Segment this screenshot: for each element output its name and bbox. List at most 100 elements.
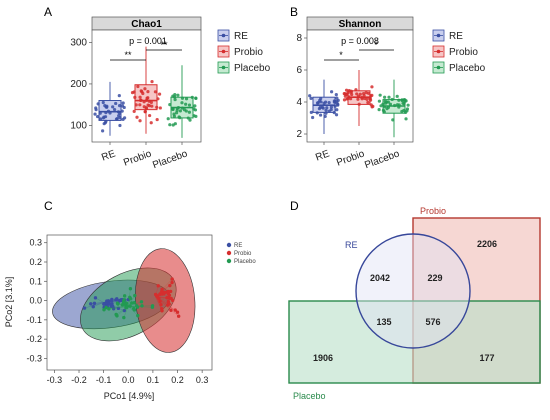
b-point-2-24 [383, 105, 387, 109]
b-point-0-8 [334, 113, 339, 117]
a-point-2-6 [168, 123, 172, 127]
chao1-sig-right: ** [160, 40, 168, 50]
pcoa-spoke-2-20 [106, 306, 129, 308]
venn-count-probio-only: 2206 [477, 239, 497, 249]
b-point-0-24 [332, 111, 336, 115]
a-point-2-32 [178, 116, 182, 120]
pcoa-point-0-31 [82, 306, 87, 310]
a-point-1-8 [133, 95, 137, 99]
pcoa-point-1-1 [170, 280, 174, 285]
b-point-1-16 [371, 104, 375, 108]
panel-label-a: A [44, 5, 52, 19]
a-point-1-15 [136, 84, 140, 89]
b-legend-key-dot-1 [436, 49, 441, 54]
pcoa-point-0-29 [111, 304, 115, 309]
pcoa-point-2-32 [120, 303, 125, 307]
venn-count-placebo-only: 1906 [313, 353, 333, 363]
a-point-0-25 [102, 122, 106, 126]
a-point-0-9 [101, 100, 105, 105]
chao1-title: Chao1 [131, 19, 162, 30]
a-point-2-28 [194, 114, 198, 119]
pcoa-point-1-10 [159, 303, 163, 307]
pcoa-point-1-30 [165, 296, 169, 300]
b-point-2-34 [386, 105, 391, 109]
pcoa-spoke-1-17 [155, 296, 163, 311]
pcoa-spoke-2-13 [128, 306, 153, 308]
pcoa-spoke-1-33 [155, 296, 169, 302]
a-point-2-36 [186, 116, 190, 120]
a-point-1-18 [140, 90, 144, 94]
a-point-2-16 [173, 97, 177, 102]
pcoa-point-2-17 [115, 301, 120, 305]
pcoa-y-axis-label: PCo2 [3.1%] [4, 277, 14, 328]
pcoa-legend-key-0 [226, 242, 232, 248]
pcoa-xtick-label-5: 0.2 [171, 375, 184, 385]
a-legend-label-2: Placebo [234, 63, 271, 74]
b-point-0-23 [335, 96, 339, 100]
a-point-0-26 [95, 114, 100, 119]
b-point-1-7 [367, 91, 371, 95]
venn-diagram: Probio RE Placebo 2042 2206 1906 229 135… [288, 206, 541, 401]
b-point-1-3 [370, 85, 374, 89]
pcoa-spoke-1-30 [155, 296, 168, 298]
b-point-1-32 [356, 97, 360, 101]
a-point-1-35 [142, 100, 146, 104]
a-point-1-36 [130, 91, 135, 95]
b-point-0-32 [336, 103, 340, 107]
b-point-0-38 [317, 107, 322, 111]
venn-label-placebo: Placebo [293, 391, 326, 401]
venn-count-re-probio: 229 [427, 273, 442, 283]
pcoa-point-1-17 [160, 309, 164, 313]
pcoa-xtick-label-2: -0.1 [96, 375, 112, 385]
pcoa-xtick-label-3: 0.0 [122, 375, 135, 385]
b-point-2-25 [400, 98, 404, 102]
a-point-1-7 [155, 105, 159, 109]
pcoa-point-0-28 [102, 302, 106, 306]
pcoa-x-axis-label: PCo1 [4.9%] [104, 391, 155, 401]
pcoa-xtick-label-6: 0.3 [196, 375, 209, 385]
chao1-significance: ** ** p = 0.001 [110, 36, 182, 61]
b-legend-key-dot-0 [436, 33, 441, 38]
a-point-0-28 [104, 119, 108, 123]
a-point-0-36 [120, 104, 125, 108]
pcoa-ytick-label-0: -0.3 [26, 353, 42, 363]
pcoa-point-1-5 [169, 308, 173, 312]
pcoa-plot: -0.3 -0.2 -0.1 0.0 0.1 0.2 0.3 -0.3 -0.2 -0.1 0.0… [4, 234, 256, 401]
b-point-0-11 [335, 108, 339, 112]
a-point-1-16 [142, 105, 146, 109]
shannon-sig-right: * [374, 40, 378, 50]
a-point-2-38 [172, 114, 176, 118]
b-legend-label-1: Probio [449, 47, 478, 58]
b-point-2-2 [390, 97, 394, 102]
b-point-1-6 [354, 88, 358, 92]
b-xtick-label-0: RE [314, 148, 331, 163]
b-point-2-27 [377, 99, 381, 103]
panel-label-d: D [290, 199, 299, 213]
b-point-1-25 [365, 97, 369, 101]
pcoa-point-2-25 [130, 301, 134, 305]
a-point-0-38 [121, 101, 125, 105]
pcoa-ytick-label-3: 0.0 [29, 296, 42, 306]
pcoa-spoke-2-12 [128, 306, 138, 316]
a-point-2-2 [168, 103, 172, 107]
panel-label-b: B [290, 5, 298, 19]
a-legend-key-dot-1 [221, 49, 226, 54]
a-legend-key-dot-0 [221, 33, 226, 38]
b-point-1-34 [349, 90, 353, 95]
pcoa-point-1-33 [166, 299, 171, 304]
b-point-0-39 [324, 108, 328, 113]
pcoa-xtick-label-4: 0.1 [147, 375, 160, 385]
pcoa-point-2-12 [136, 313, 140, 318]
b-point-2-20 [391, 118, 395, 122]
shannon-sig-left: * [339, 50, 343, 60]
b-point-0-34 [316, 101, 320, 105]
pcoa-point-2-27 [135, 304, 139, 308]
b-point-2-1 [404, 117, 408, 121]
b-point-0-5 [333, 104, 337, 108]
pcoa-ytick-label-6: 0.3 [29, 238, 42, 248]
a-point-1-23 [146, 96, 150, 100]
pcoa-legend-key-1 [226, 250, 232, 256]
pcoa-point-2-31 [128, 295, 132, 300]
a-point-0-10 [117, 114, 121, 118]
